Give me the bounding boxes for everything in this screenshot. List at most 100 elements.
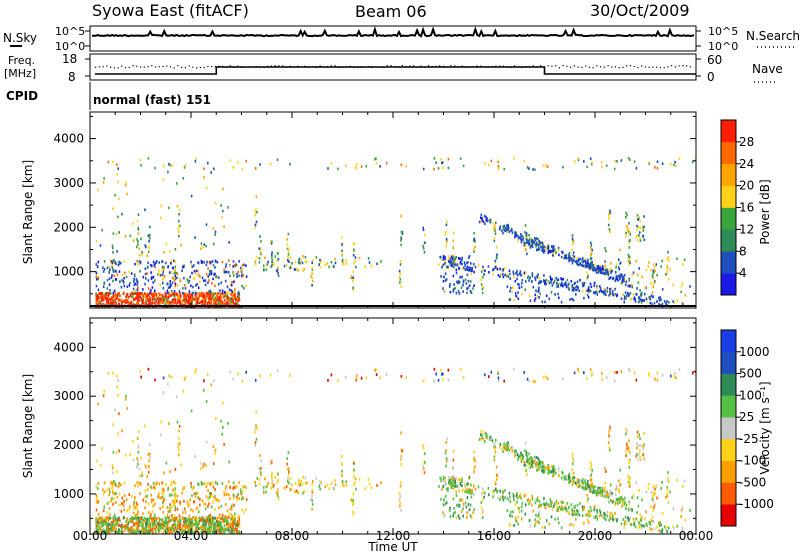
- power-cell: [590, 290, 592, 293]
- velocity-cell: [460, 368, 462, 371]
- velocity-cell: [545, 506, 547, 509]
- power-cell: [503, 168, 505, 171]
- velocity-cell: [150, 524, 152, 527]
- velocity-cell: [153, 482, 155, 485]
- power-cell: [114, 194, 116, 197]
- power-cell: [197, 274, 199, 277]
- power-cell: [654, 302, 656, 305]
- power-colorbar-swatch: [721, 251, 736, 273]
- power-cell: [453, 288, 455, 291]
- velocity-cell: [620, 483, 622, 486]
- power-cell: [593, 291, 595, 294]
- nave-dot: [140, 67, 141, 68]
- power-cell: [365, 265, 367, 268]
- power-cell: [153, 276, 155, 279]
- power-cell: [459, 276, 461, 279]
- velocity-cell: [503, 498, 505, 501]
- velocity-cell: [604, 467, 606, 470]
- velocity-cell: [237, 493, 239, 496]
- nave-dot: [596, 65, 597, 66]
- velocity-cell: [256, 410, 258, 413]
- nave-dot: [458, 66, 459, 67]
- velocity-cell: [542, 461, 544, 464]
- velocity-cell: [168, 422, 170, 425]
- power-cell: [173, 299, 175, 302]
- power-cell: [187, 279, 189, 282]
- velocity-cell: [162, 496, 164, 499]
- power-cell: [583, 160, 585, 163]
- power-cell: [238, 260, 240, 263]
- power-cell: [108, 271, 110, 274]
- power-cell: [161, 260, 163, 263]
- velocity-cell: [547, 377, 549, 380]
- power-cell: [118, 299, 120, 302]
- velocity-cell: [639, 456, 641, 459]
- power-cell: [133, 239, 135, 242]
- power-cell: [327, 167, 329, 170]
- velocity-cell: [450, 479, 452, 482]
- velocity-cell: [502, 450, 504, 453]
- power-cell: [229, 264, 231, 267]
- power-y-tick-label: 1000: [53, 265, 84, 279]
- velocity-cell: [245, 486, 247, 489]
- power-cell: [355, 256, 357, 259]
- velocity-cell: [504, 496, 506, 499]
- velocity-cell: [481, 507, 483, 510]
- power-cell: [572, 262, 574, 265]
- velocity-cell: [651, 528, 653, 531]
- velocity-cell: [163, 521, 165, 524]
- power-cell: [124, 260, 126, 263]
- velocity-cell: [235, 528, 237, 531]
- power-cell: [109, 289, 111, 292]
- velocity-cell: [605, 486, 607, 489]
- power-cell: [328, 266, 330, 269]
- velocity-cell: [122, 497, 124, 500]
- velocity-cell: [217, 482, 219, 485]
- velocity-cell: [173, 481, 175, 484]
- velocity-cell: [482, 516, 484, 519]
- power-cell: [539, 281, 541, 284]
- power-cell: [118, 264, 120, 267]
- nave-dot: [338, 67, 339, 68]
- velocity-cell: [137, 485, 139, 488]
- power-cell: [637, 274, 639, 277]
- power-cell: [636, 235, 638, 238]
- nave-dot: [495, 66, 496, 67]
- nave-dot: [372, 67, 373, 68]
- power-cell: [399, 270, 401, 273]
- nave-dot: [477, 65, 478, 66]
- power-cell: [639, 231, 641, 234]
- power-cell: [462, 290, 464, 293]
- velocity-cell: [182, 516, 184, 519]
- power-cell: [616, 263, 618, 266]
- power-cell: [534, 168, 536, 171]
- velocity-cell: [482, 487, 484, 490]
- velocity-cell: [112, 471, 114, 474]
- power-cell: [191, 272, 193, 275]
- velocity-cell: [574, 505, 576, 508]
- power-cell: [182, 299, 184, 302]
- velocity-cell: [185, 511, 187, 514]
- power-cell: [170, 262, 172, 265]
- velocity-cell: [167, 506, 169, 509]
- power-cell: [152, 286, 154, 289]
- power-cell: [467, 287, 469, 290]
- velocity-cell: [167, 528, 169, 531]
- velocity-cell: [144, 528, 146, 531]
- velocity-cell: [142, 530, 144, 533]
- velocity-cell: [154, 518, 156, 521]
- power-cell: [441, 162, 443, 165]
- power-cell: [656, 263, 658, 266]
- power-cell: [171, 290, 173, 293]
- velocity-cell: [277, 491, 279, 494]
- power-cell: [115, 278, 117, 281]
- power-cell: [587, 262, 589, 265]
- power-cell: [144, 209, 146, 212]
- power-cell: [546, 279, 548, 282]
- power-cell: [443, 276, 445, 279]
- power-cell: [351, 275, 353, 278]
- power-cell: [590, 283, 592, 286]
- power-cell: [222, 301, 224, 304]
- power-cell: [226, 303, 228, 306]
- power-cell: [536, 249, 538, 252]
